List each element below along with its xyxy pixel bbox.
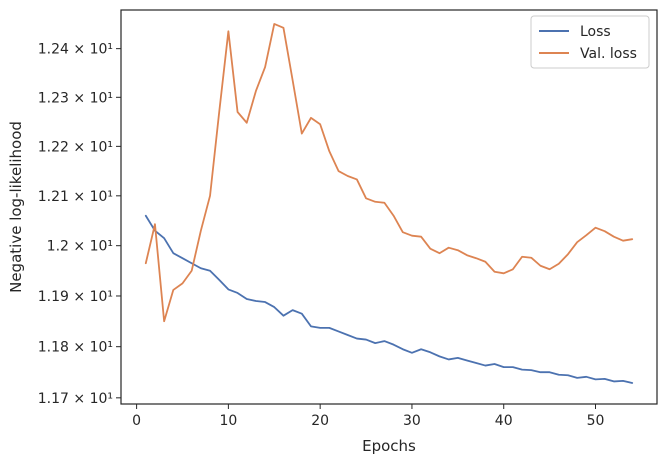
series-layer [144,23,634,384]
y-tick-label: 1.17 × 10¹ [38,391,113,407]
plot-frame [120,9,658,405]
x-axis: 0 10 20 30 40 50 [132,404,604,429]
legend-label-loss: Loss [580,24,611,40]
plot-area [121,10,657,404]
y-tick-label: 1.2 × 10¹ [47,239,113,255]
legend-label-val-loss: Val. loss [580,46,637,62]
y-tick-label: 1.22 × 10¹ [38,139,113,155]
y-axis: 1.17 × 10¹ 1.18 × 10¹ 1.19 × 10¹ 1.2 × 10¹ 1… [38,42,121,407]
series-line-val-loss [144,23,634,323]
x-axis-label: Epochs [362,437,416,455]
y-axis-label: Negative log-likelihood [7,121,25,293]
x-tick-label: 10 [219,413,237,429]
y-tick-label: 1.24 × 10¹ [38,42,113,58]
x-tick-label: 30 [403,413,421,429]
legend-box [530,15,650,69]
y-tick-label: 1.21 × 10¹ [38,189,113,205]
series-line-loss [144,214,634,384]
x-tick-label: 0 [132,413,141,429]
legend: Loss Val. loss [530,15,650,69]
x-tick-label: 20 [311,413,329,429]
x-tick-label: 50 [587,413,605,429]
y-tick-label: 1.18 × 10¹ [38,340,113,356]
x-tick-label: 40 [495,413,513,429]
y-tick-label: 1.19 × 10¹ [38,289,113,305]
y-tick-label: 1.23 × 10¹ [38,90,113,106]
